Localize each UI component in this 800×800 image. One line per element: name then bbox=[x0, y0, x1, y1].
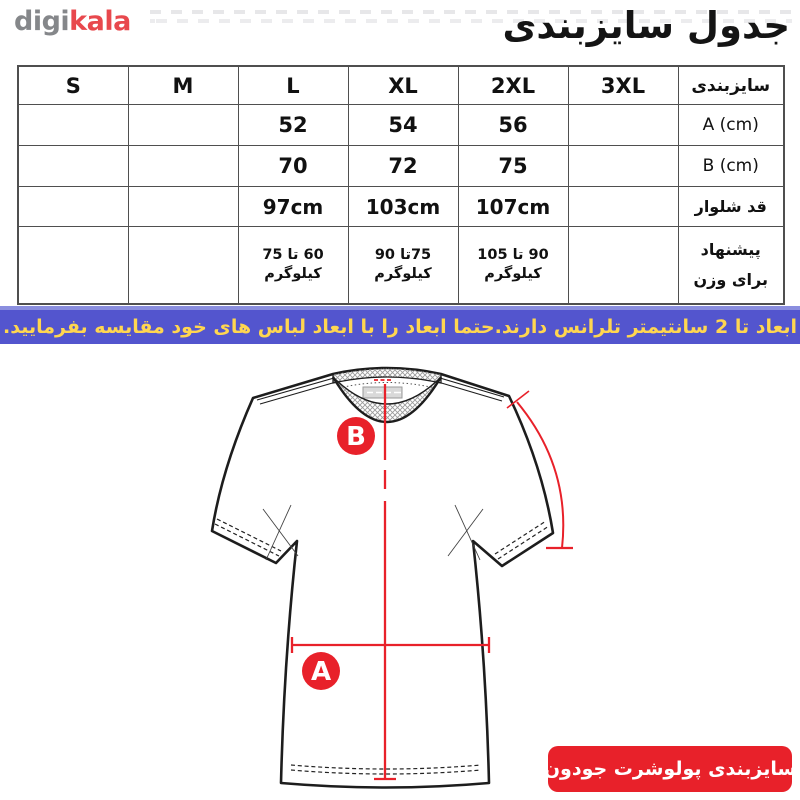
sleeve-measure-top-tick bbox=[506, 390, 530, 409]
tolerance-notice-banner: ابعاد تا 2 سانتیمتر تلرانس دارند.حتما اب… bbox=[0, 306, 800, 344]
logo-red-text: kala bbox=[69, 6, 131, 37]
page-title: جدول سایزبندی bbox=[502, 4, 791, 47]
size-cell bbox=[17, 186, 129, 227]
marker-a-letter: A bbox=[311, 657, 331, 687]
size-table: S M L XL 2XL 3XL سایزبندی 52 54 56 A (cm… bbox=[17, 65, 785, 305]
size-cell: 72 bbox=[347, 145, 459, 187]
size-cell: 60 تا 75 کیلوگرم bbox=[237, 226, 349, 305]
marker-b-letter: B bbox=[346, 422, 366, 452]
size-cell bbox=[127, 226, 239, 305]
size-column-header: 3XL bbox=[567, 65, 679, 105]
collar-stitch-dots bbox=[338, 382, 436, 389]
table-row-pant-length: 97cm 103cm 107cm قد شلوار bbox=[17, 186, 785, 227]
sleeve-measure-curve bbox=[516, 401, 565, 549]
tolerance-notice-text: ابعاد تا 2 سانتیمتر تلرانس دارند.حتما اب… bbox=[3, 316, 797, 338]
size-column-header: XL bbox=[347, 65, 459, 105]
table-row-weight: 60 تا 75 کیلوگرم 75تا 90 کیلوگرم 90 تا 1… bbox=[17, 226, 785, 305]
size-cell: 70 bbox=[237, 145, 349, 187]
size-cell bbox=[127, 145, 239, 187]
collar-front-edge bbox=[331, 376, 443, 424]
size-cell bbox=[567, 186, 679, 227]
size-cell: 54 bbox=[347, 104, 459, 146]
table-row-a: 52 54 56 A (cm) bbox=[17, 104, 785, 146]
size-cell bbox=[127, 186, 239, 227]
marker-a-circle bbox=[302, 652, 340, 690]
size-cell bbox=[127, 104, 239, 146]
size-cell: 90 تا 105 کیلوگرم bbox=[457, 226, 569, 305]
size-cell: 107cm bbox=[457, 186, 569, 227]
size-cell bbox=[567, 145, 679, 187]
logo-gray-text: digi bbox=[14, 6, 70, 37]
size-cell bbox=[17, 104, 129, 146]
size-column-header: 2XL bbox=[457, 65, 569, 105]
tshirt-body-outline bbox=[210, 366, 555, 789]
size-cell: 103cm bbox=[347, 186, 459, 227]
measure-b-vertical-line bbox=[374, 384, 396, 781]
row-label: پیشنهاد برای وزن bbox=[677, 226, 785, 305]
table-row-b: 70 72 75 B (cm) bbox=[17, 145, 785, 187]
size-cell: 52 bbox=[237, 104, 349, 146]
sizing-label-header: سایزبندی bbox=[677, 65, 785, 105]
size-cell bbox=[567, 226, 679, 305]
shoulder-seam-lines bbox=[256, 377, 505, 405]
size-cell bbox=[17, 226, 129, 305]
size-cell bbox=[567, 104, 679, 146]
collar-back-band bbox=[332, 367, 442, 384]
measure-a-horizontal-line bbox=[290, 637, 491, 653]
tshirt-measurement-diagram: B A bbox=[210, 366, 573, 789]
marker-b-circle bbox=[337, 417, 375, 455]
size-cell: 97cm bbox=[237, 186, 349, 227]
right-armpit-seam-mark bbox=[447, 504, 484, 561]
left-cuff-stitching bbox=[214, 518, 282, 557]
size-column-header: L bbox=[237, 65, 349, 105]
size-cell: 75 bbox=[457, 145, 569, 187]
hem-stitching bbox=[290, 764, 482, 775]
right-cuff-stitching bbox=[494, 520, 550, 560]
left-armpit-seam-mark bbox=[262, 504, 299, 561]
size-cell bbox=[17, 145, 129, 187]
neck-label-tag bbox=[362, 386, 403, 399]
size-column-header: S bbox=[17, 65, 129, 105]
product-badge: سایزبندی پولوشرت جودون bbox=[544, 746, 796, 792]
row-label: قد شلوار bbox=[677, 186, 785, 227]
digikala-logo: digikala bbox=[14, 6, 131, 37]
row-label: B (cm) bbox=[677, 145, 785, 187]
product-badge-text: سایزبندی پولوشرت جودون bbox=[543, 758, 797, 780]
row-label: A (cm) bbox=[677, 104, 785, 146]
watermark-pattern bbox=[150, 10, 792, 24]
size-table-header-row: S M L XL 2XL 3XL سایزبندی bbox=[17, 65, 785, 105]
size-cell: 56 bbox=[457, 104, 569, 146]
size-column-header: M bbox=[127, 65, 239, 105]
size-cell: 75تا 90 کیلوگرم bbox=[347, 226, 459, 305]
